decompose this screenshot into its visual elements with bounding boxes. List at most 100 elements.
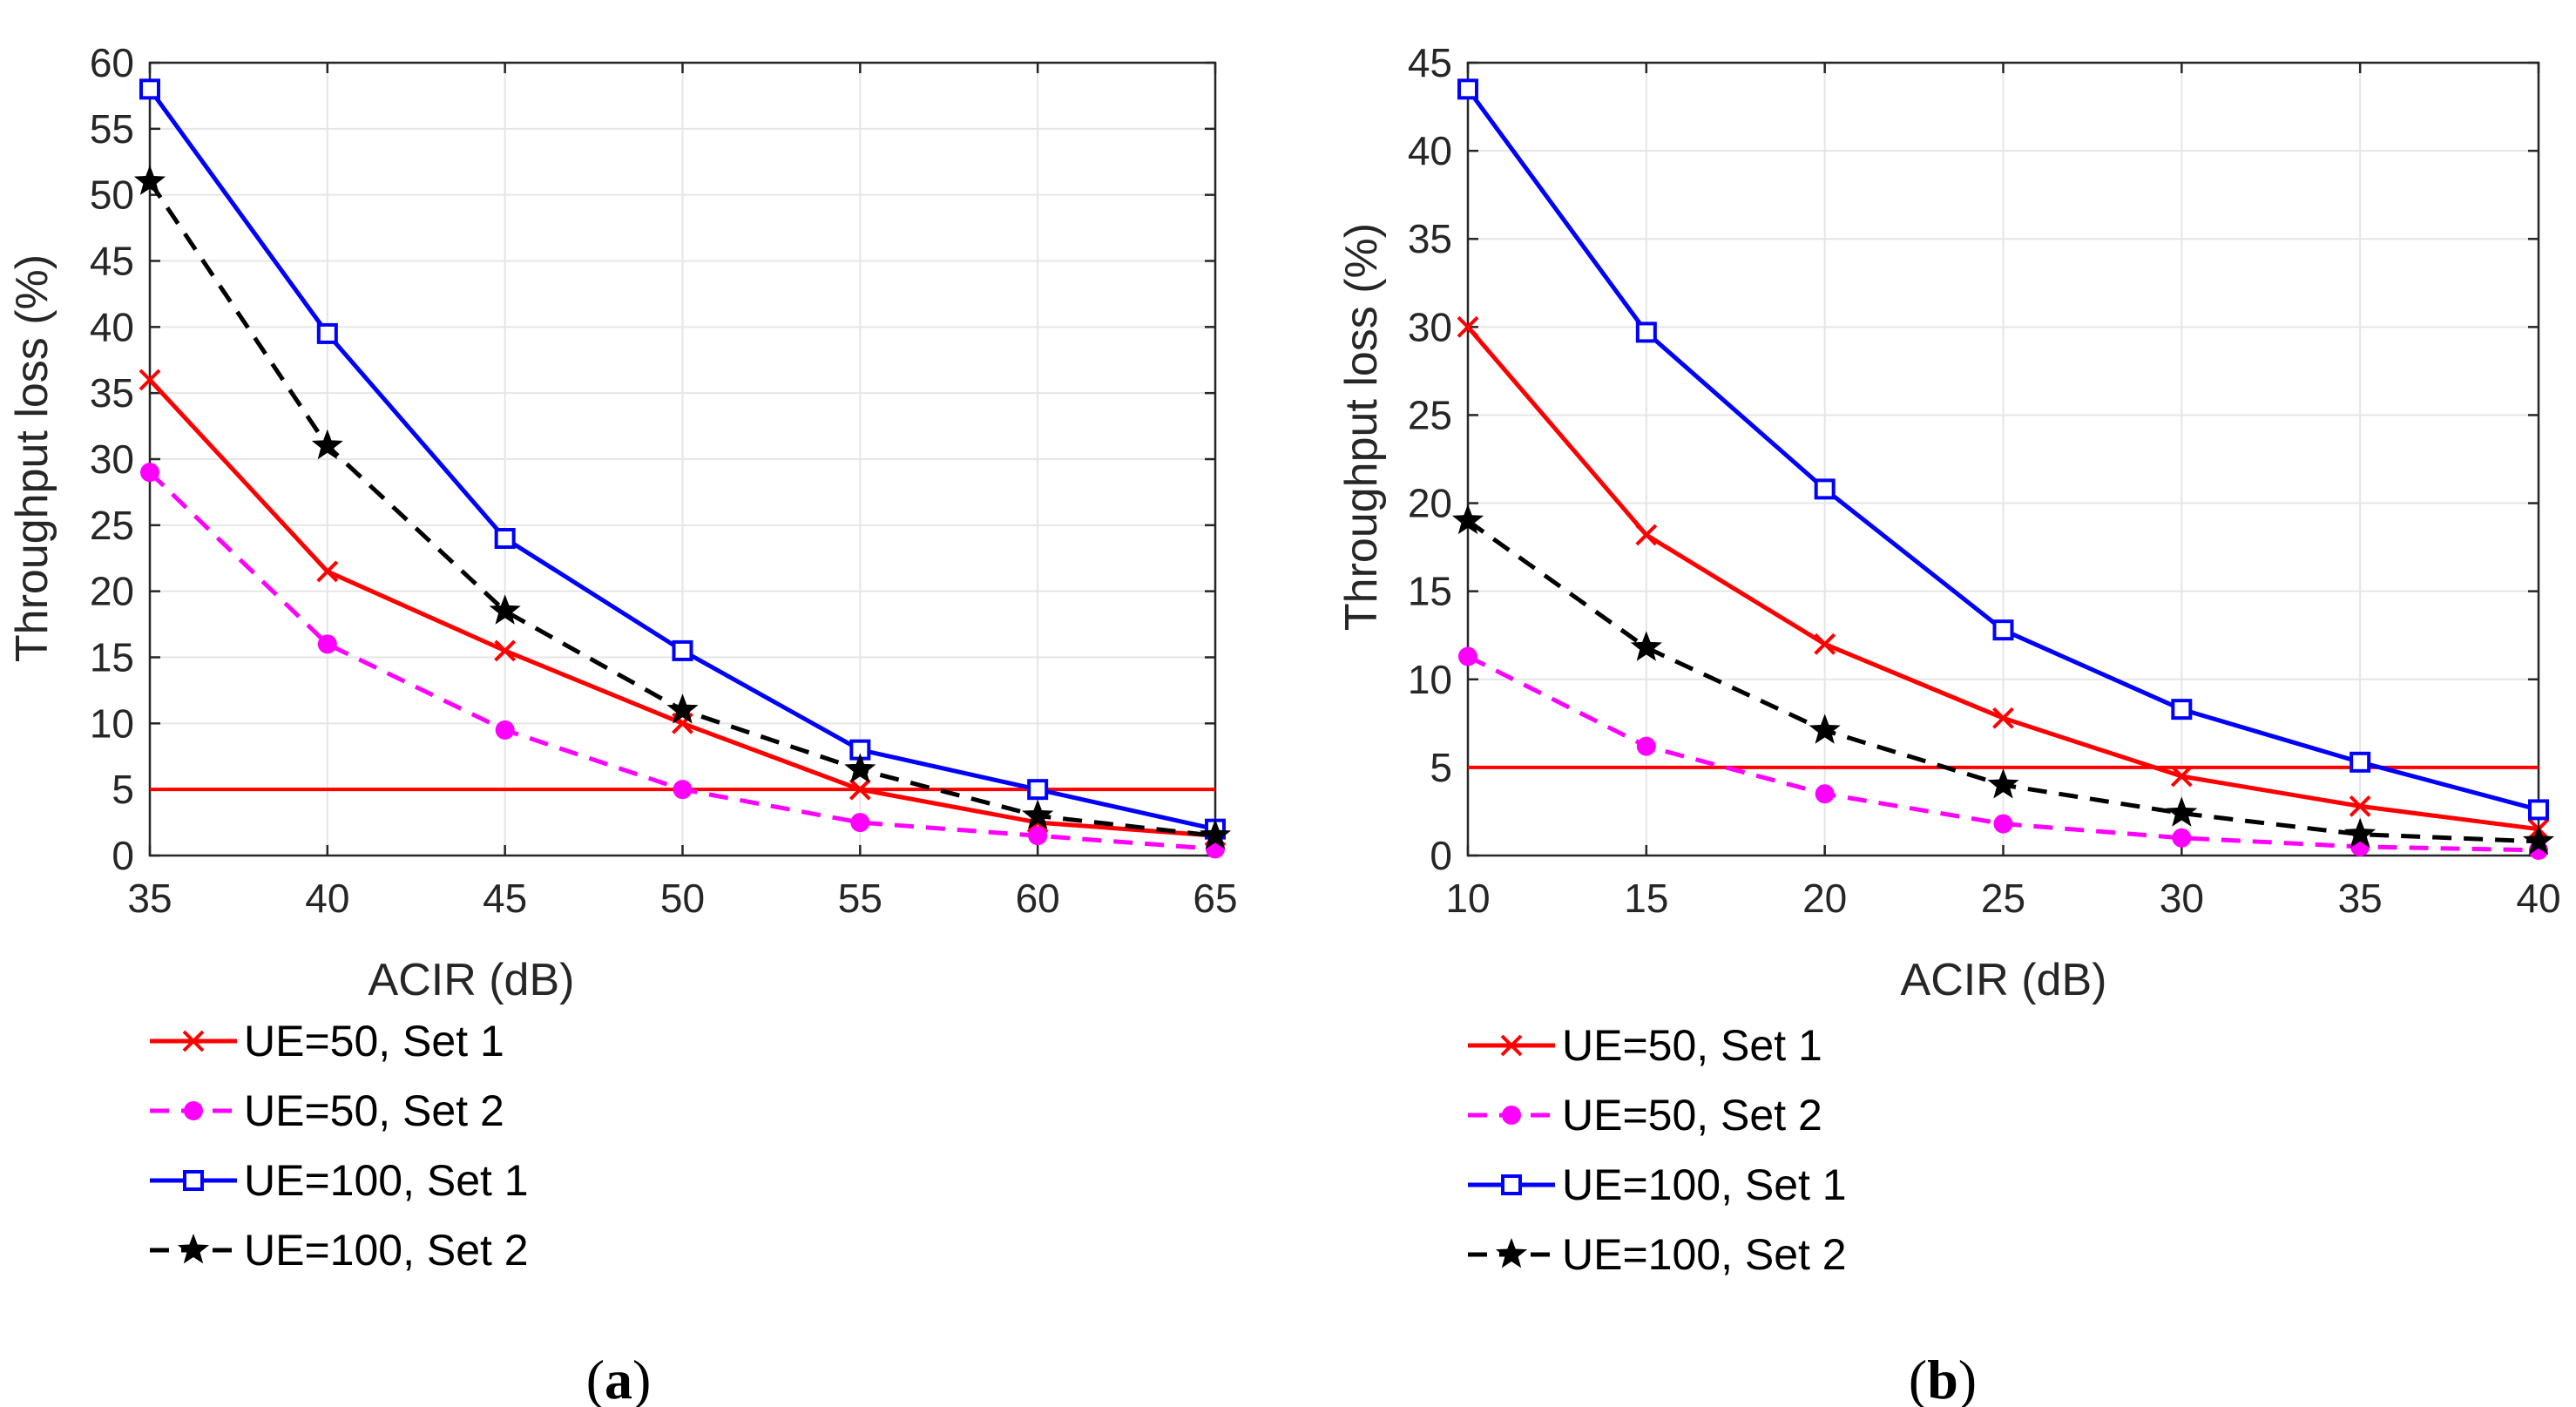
x-axis-label: ACIR (dB): [1901, 955, 2107, 1005]
x-axis-label: ACIR (dB): [368, 955, 575, 1005]
legend-item: UE=100, Set 1: [150, 1156, 529, 1205]
data-point: [2349, 795, 2371, 817]
legend-label: UE=100, Set 1: [244, 1156, 529, 1205]
data-point: [1635, 524, 1658, 546]
data-point: [1987, 768, 2019, 799]
legend-item: UE=50, Set 2: [150, 1086, 504, 1135]
legend-item: UE=50, Set 1: [150, 1017, 504, 1065]
y-tick-label: 30: [90, 436, 134, 482]
x-tick-label: 65: [1193, 876, 1237, 921]
data-point: [1451, 504, 1484, 535]
data-point: [316, 560, 339, 583]
x-tick-label: 45: [483, 876, 527, 921]
legend-item: UE=50, Set 1: [1468, 1021, 1822, 1070]
y-tick-label: 55: [90, 106, 134, 152]
y-tick-label: 35: [1408, 216, 1452, 261]
caption-letter: b: [1927, 1349, 1958, 1407]
y-tick-label: 0: [1430, 833, 1452, 878]
chart-panel-a: ACIR (dB) Throughput loss (%) (a) 35 40 45…: [7, 40, 1238, 1407]
x-tick-label: 60: [1016, 876, 1060, 921]
legend-label: UE=50, Set 1: [244, 1017, 504, 1065]
series-3: [1457, 78, 2549, 821]
caption-close-paren: ): [632, 1349, 651, 1407]
data-point: [844, 753, 876, 783]
data-point: [317, 634, 337, 654]
x-tick-label: 40: [2516, 876, 2560, 921]
x-tick-label: 35: [2338, 876, 2383, 921]
legend: UE=50, Set 1 UE=50, Set 2 UE=100, Set 1 UE=…: [150, 1017, 529, 1275]
y-tick-label: 20: [90, 569, 134, 614]
y-tick-label: 45: [1408, 40, 1452, 85]
data-point: [1630, 631, 1662, 661]
y-tick-label: 40: [90, 304, 134, 349]
legend: UE=50, Set 1 UE=50, Set 2 UE=100, Set 1 UE=…: [1468, 1021, 1847, 1279]
x-tick-label: 25: [1981, 876, 2025, 921]
y-tick-label: 20: [1408, 481, 1452, 526]
legend-marker: [182, 1030, 205, 1052]
y-tick-label: 10: [1408, 657, 1452, 702]
series-2: [140, 463, 1225, 859]
legend-marker: [1495, 1238, 1528, 1268]
legend-marker: [1502, 1106, 1521, 1125]
y-tick-label: 25: [90, 503, 134, 548]
legend-label: UE=50, Set 1: [1562, 1021, 1822, 1070]
y-tick-label: 35: [90, 370, 134, 416]
y-tick-label: 40: [1408, 128, 1452, 173]
legend-label: UE=100, Set 2: [1562, 1230, 1847, 1279]
data-point: [1814, 478, 1836, 500]
data-point: [2166, 796, 2198, 827]
data-point: [1815, 784, 1835, 804]
series-4: [133, 165, 1232, 849]
data-point: [495, 720, 515, 740]
data-point: [1457, 315, 1479, 338]
data-point: [2344, 817, 2377, 849]
data-point: [849, 778, 871, 801]
ticks: 10 15 20 25 30 35 40 0 5 10 15 20 25 30 35 40 45: [1408, 40, 2561, 921]
legend-marker: [1501, 1174, 1522, 1195]
data-point: [133, 165, 166, 195]
data-point: [2170, 765, 2193, 788]
data-point: [673, 780, 693, 800]
legend-item: UE=50, Set 2: [1468, 1091, 1822, 1140]
x-tick-label: 20: [1802, 876, 1847, 921]
x-tick-label: 50: [660, 876, 705, 921]
legend-item: UE=100, Set 2: [150, 1226, 529, 1275]
data-point: [1027, 779, 1049, 801]
data-point: [140, 463, 159, 483]
legend-marker: [1500, 1034, 1523, 1057]
data-point: [2172, 828, 2192, 848]
data-point: [1992, 619, 2014, 641]
data-point: [1022, 799, 1054, 829]
data-point: [139, 369, 161, 391]
series-1: [1457, 315, 2550, 841]
legend-item: UE=100, Set 2: [1468, 1230, 1847, 1279]
data-point: [2350, 751, 2371, 773]
x-tick-label: 40: [305, 876, 349, 921]
y-tick-label: 10: [90, 700, 134, 746]
data-point: [1636, 736, 1656, 756]
caption-open-paren: (: [586, 1349, 605, 1407]
x-tick-label: 55: [838, 876, 882, 921]
panel-caption-a: (a): [586, 1349, 652, 1407]
legend-label: UE=100, Set 1: [1562, 1160, 1847, 1209]
legend-label: UE=50, Set 2: [1562, 1091, 1822, 1140]
caption-open-paren: (: [1909, 1349, 1927, 1407]
caption-close-paren: ): [1958, 1349, 1977, 1407]
caption-letter: a: [605, 1349, 632, 1407]
data-point: [672, 639, 693, 661]
x-tick-label: 15: [1624, 876, 1668, 921]
data-point: [2171, 699, 2193, 720]
y-axis-label: Throughput loss (%): [7, 254, 57, 662]
y-tick-label: 60: [90, 40, 134, 85]
y-tick-label: 5: [1430, 745, 1452, 790]
data-point: [1199, 819, 1232, 849]
ticks: 35 40 45 50 55 60 65 0 5 10 15 20 25 30 35 40 45 50 55 60: [90, 40, 1238, 921]
data-point: [2522, 824, 2555, 856]
data-point: [1457, 78, 1478, 100]
y-tick-label: 15: [90, 635, 134, 680]
y-tick-label: 5: [112, 767, 134, 812]
x-tick-label: 35: [127, 876, 172, 921]
y-tick-label: 30: [1408, 304, 1452, 349]
data-point: [494, 639, 517, 662]
